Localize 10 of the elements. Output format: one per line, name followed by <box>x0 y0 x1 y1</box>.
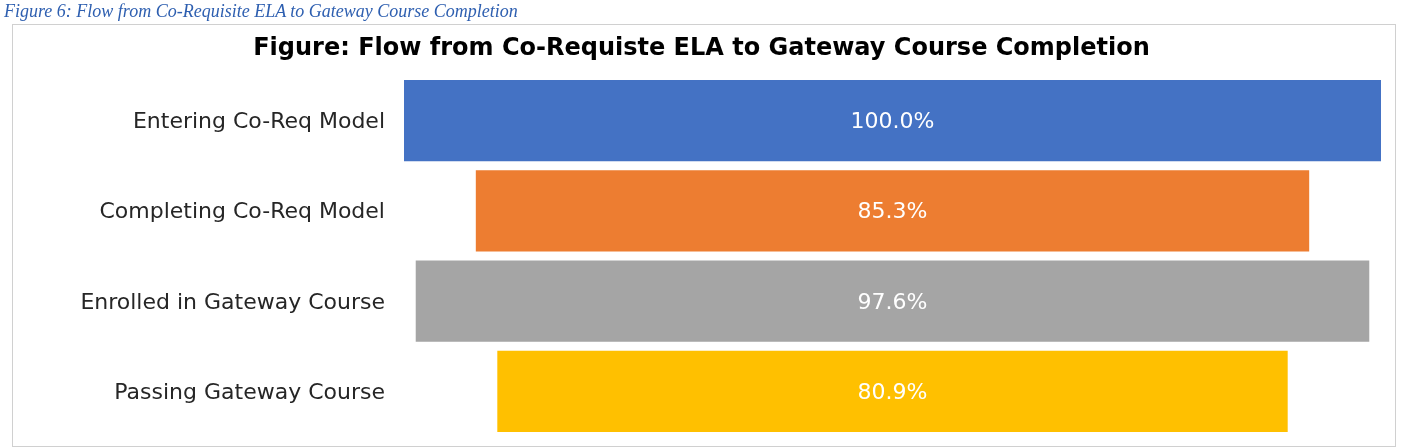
text: Figure: Flow from Co-Requiste ELA to Gateway Course Completion <box>253 33 1150 61</box>
data-label: 80.9% <box>857 378 928 404</box>
data-label: 97.6% <box>857 288 928 314</box>
category-label: Entering Co-Req Model <box>132 108 385 134</box>
data-label: 85.3% <box>857 198 928 224</box>
category-label: Enrolled in Gateway Course <box>80 288 385 314</box>
category-label: Passing Gateway Course <box>114 378 385 404</box>
category-label: Completing Co-Req Model <box>99 198 385 224</box>
caption: Figure 6: Flow from Co-Requisite ELA to Gateway Course Completion <box>3 1 518 21</box>
data-label: 100.0% <box>850 108 935 134</box>
